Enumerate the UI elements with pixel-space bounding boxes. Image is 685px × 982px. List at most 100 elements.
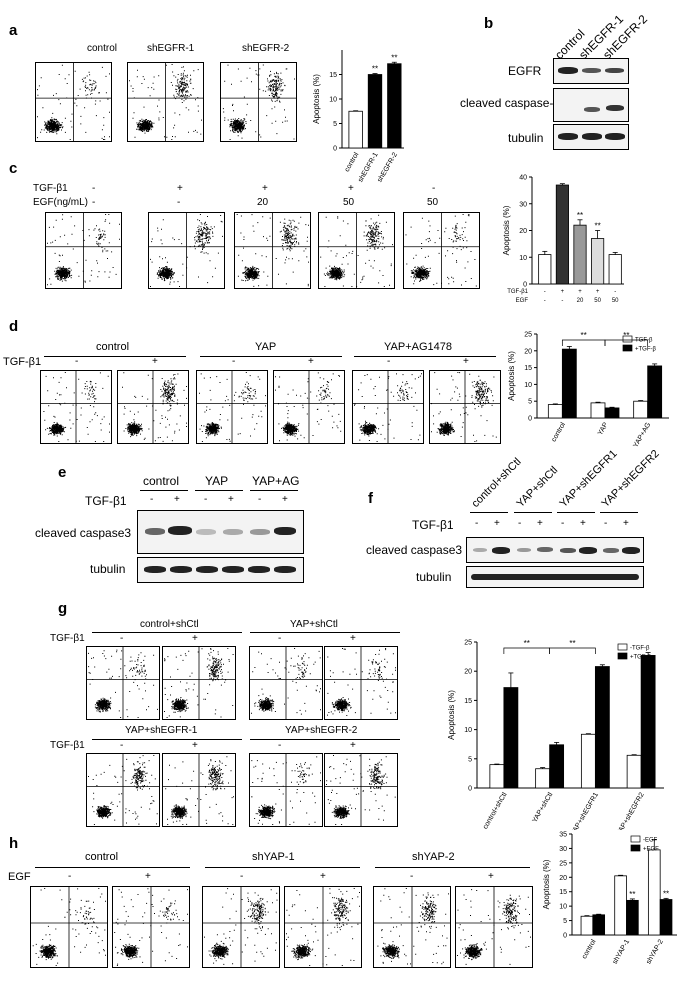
blot-row-label: tubulin — [90, 562, 126, 576]
sign: + — [174, 494, 180, 505]
x-row-value: + — [578, 289, 582, 295]
group-line — [514, 512, 552, 513]
x-tick-label: YAP+AG — [632, 422, 652, 449]
flow-plot — [220, 62, 297, 142]
bar-chart-h: 0 5 10 15 20 25 30 35 Apoptosis (%) control ** shYA… — [540, 822, 683, 977]
sign: + — [192, 740, 198, 751]
dot-cloud — [222, 64, 295, 140]
sign: + — [282, 494, 288, 505]
significance-mark: ** — [663, 889, 669, 898]
blot-band — [274, 527, 296, 535]
sign: + — [192, 633, 198, 644]
bar — [489, 764, 505, 789]
dot-plot-svg — [430, 371, 500, 443]
flow-plot — [429, 370, 501, 444]
bar — [535, 768, 551, 789]
group-line — [195, 490, 243, 491]
sign: - — [278, 740, 282, 751]
group-line — [250, 632, 400, 633]
legend-label: +EGF — [643, 847, 659, 853]
flow-plot — [324, 753, 398, 827]
x-row-label: EGF — [516, 298, 529, 304]
x-row-value: - — [544, 289, 546, 295]
sign: + — [262, 183, 268, 194]
y-tick-label: 5 — [563, 918, 567, 925]
y-tick-label: 15 — [329, 72, 337, 79]
blot-band — [606, 105, 624, 111]
flow-plot — [373, 886, 451, 968]
sign: + — [463, 356, 469, 367]
significance-bracket — [549, 647, 596, 654]
x-tick-label: control+shCtl — [482, 791, 509, 830]
y-tick-label: 5 — [333, 121, 337, 128]
sign: - — [177, 197, 181, 208]
bar — [547, 404, 563, 419]
bar — [614, 875, 627, 936]
panel-label-g: g — [58, 600, 68, 617]
dot-plot-svg — [149, 213, 224, 288]
y-tick-label: 25 — [559, 860, 567, 867]
chart-svg: 0 10 20 30 40 Apoptosis (%) - - + - ** +20 ** +50 - 50 T… — [502, 175, 624, 304]
x-tick-label: control — [344, 151, 361, 173]
bar — [633, 400, 649, 419]
group-title: YAP+AG — [252, 474, 300, 488]
sign: - — [75, 356, 79, 367]
legend-label: -EGF — [643, 838, 658, 844]
blot-tubulin — [466, 566, 644, 588]
lane-label: YAP+shCtl — [514, 464, 561, 510]
blot-row-label: cleaved caspase-3 — [460, 96, 561, 110]
bar — [538, 254, 552, 285]
group-line — [600, 512, 638, 513]
dot-plot-svg — [41, 371, 111, 443]
legend-swatch — [630, 835, 641, 843]
flow-plot — [162, 753, 236, 827]
legend-label: +TGF-β — [630, 655, 651, 661]
sign: - — [518, 518, 522, 529]
flow-title: control — [87, 43, 118, 54]
bar — [594, 666, 610, 789]
dot-plot-svg — [274, 371, 344, 443]
bar — [580, 915, 594, 936]
panel-label-e: e — [58, 464, 67, 481]
blot-band — [492, 547, 510, 554]
blot-band — [517, 548, 531, 552]
treatment-label: TGF-β1 — [50, 740, 85, 751]
group-title: control+shCtl — [140, 619, 199, 630]
sign: - — [561, 518, 565, 529]
group-title: YAP — [255, 341, 277, 353]
x-tick-label: control — [550, 421, 567, 443]
dot-cloud — [43, 372, 110, 442]
bar — [591, 238, 605, 285]
dot-cloud — [114, 888, 188, 966]
sign: + — [580, 518, 586, 529]
chart-svg: 0 5 10 15 20 25 Apoptosis (%) control YAP YAP+AG T… — [507, 331, 669, 449]
sign: + — [228, 494, 234, 505]
flow-plot — [86, 646, 160, 720]
blot-band — [145, 528, 165, 535]
y-tick-label: 40 — [519, 175, 527, 182]
dot-plot-svg — [118, 371, 188, 443]
sign: + — [177, 183, 183, 194]
y-tick-label: 20 — [524, 348, 532, 355]
significance-mark: ** — [577, 211, 583, 220]
sign: + — [494, 518, 500, 529]
y-tick-label: 5 — [528, 399, 532, 406]
treatment-label: TGF-β1 — [33, 183, 68, 194]
treatment-label: TGF-β1 — [412, 518, 454, 532]
group-title: control — [143, 474, 180, 488]
legend-label: TGF-β — [635, 338, 653, 344]
group-title: control — [96, 341, 130, 353]
x-row-value: + — [596, 289, 600, 295]
sign: + — [537, 518, 543, 529]
blot-caspase — [466, 537, 644, 563]
blot-band — [471, 574, 639, 580]
group-line — [557, 512, 595, 513]
group-line — [375, 867, 530, 868]
significance-mark: ** — [391, 53, 397, 62]
dot-plot-svg — [221, 63, 296, 141]
dot-plot-svg — [36, 63, 111, 141]
flow-plot — [403, 212, 480, 289]
legend-swatch — [622, 344, 633, 352]
sign: 50 — [343, 197, 355, 208]
